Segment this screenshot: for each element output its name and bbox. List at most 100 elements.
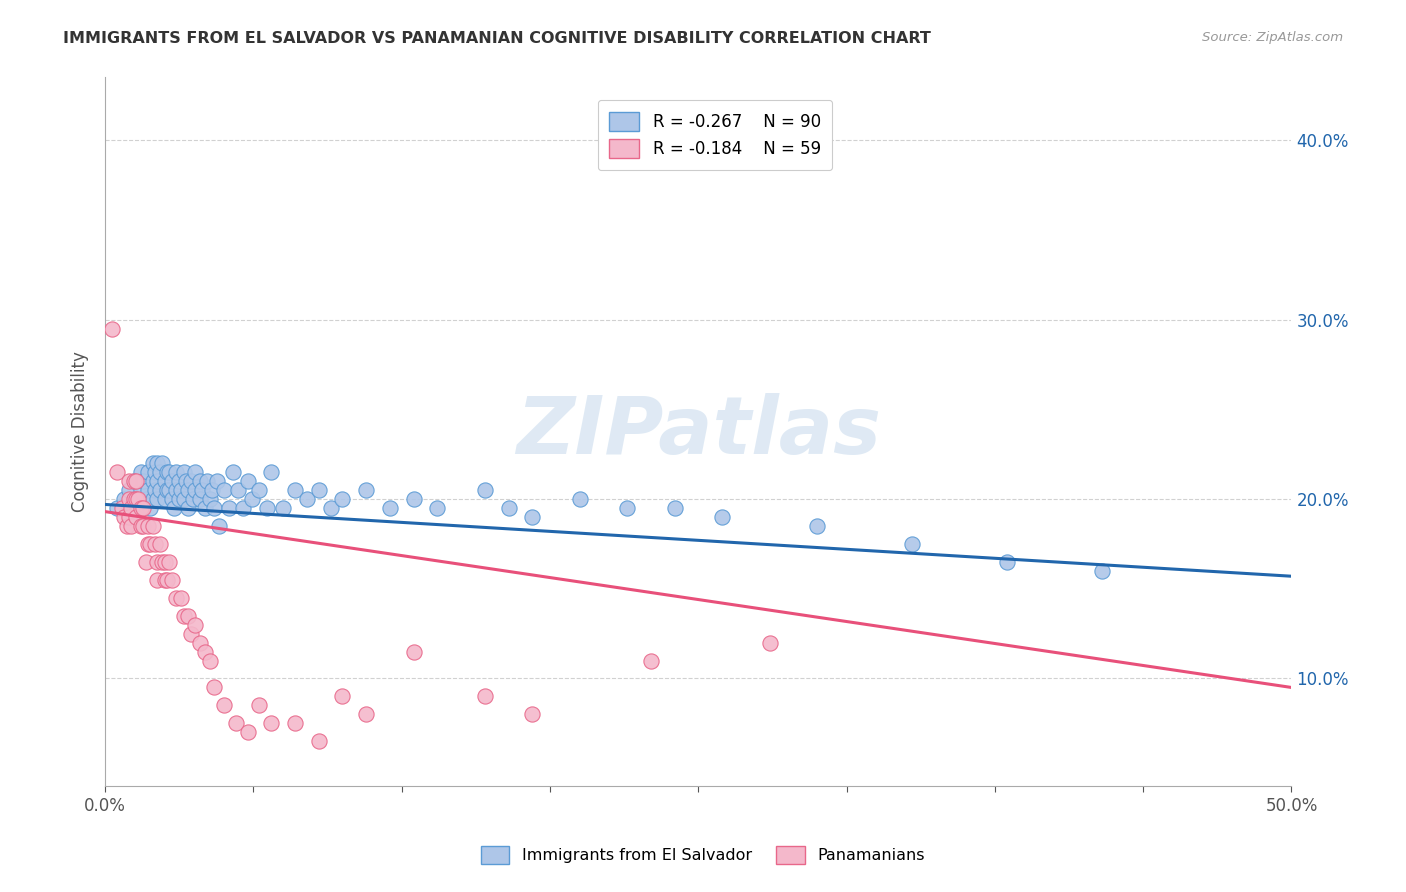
- Point: [173, 491, 195, 506]
- Point: [136, 483, 159, 497]
- Text: IMMIGRANTS FROM EL SALVADOR VS PANAMANIAN COGNITIVE DISABILITY CORRELATION CHART: IMMIGRANTS FROM EL SALVADOR VS PANAMANIA…: [63, 31, 931, 46]
- Point: [156, 465, 179, 479]
- Point: [174, 474, 197, 488]
- Point: [222, 465, 245, 479]
- Point: [136, 519, 159, 533]
- Point: [146, 456, 169, 470]
- Point: [640, 654, 662, 668]
- Point: [118, 501, 141, 516]
- Legend: Immigrants from El Salvador, Panamanians: Immigrants from El Salvador, Panamanians: [474, 839, 932, 871]
- Point: [125, 491, 148, 506]
- Point: [156, 483, 179, 497]
- Point: [249, 483, 271, 497]
- Point: [1091, 564, 1114, 578]
- Point: [232, 501, 254, 516]
- Point: [173, 608, 195, 623]
- Point: [308, 734, 330, 748]
- Point: [218, 501, 240, 516]
- Point: [319, 501, 342, 516]
- Point: [188, 491, 211, 506]
- Point: [474, 483, 496, 497]
- Point: [132, 519, 155, 533]
- Point: [256, 501, 278, 516]
- Point: [163, 501, 186, 516]
- Point: [149, 465, 172, 479]
- Point: [150, 555, 173, 569]
- Point: [149, 537, 172, 551]
- Point: [120, 519, 142, 533]
- Point: [212, 483, 235, 497]
- Point: [711, 510, 734, 524]
- Point: [402, 491, 425, 506]
- Point: [354, 707, 377, 722]
- Point: [332, 491, 354, 506]
- Point: [120, 501, 142, 516]
- Point: [498, 501, 520, 516]
- Point: [191, 483, 214, 497]
- Point: [426, 501, 449, 516]
- Point: [332, 690, 354, 704]
- Point: [125, 510, 148, 524]
- Point: [160, 573, 183, 587]
- Point: [226, 483, 249, 497]
- Point: [236, 474, 259, 488]
- Point: [153, 474, 176, 488]
- Point: [153, 555, 176, 569]
- Point: [202, 501, 225, 516]
- Point: [125, 474, 148, 488]
- Point: [129, 519, 152, 533]
- Point: [271, 501, 294, 516]
- Point: [143, 537, 166, 551]
- Point: [157, 555, 180, 569]
- Point: [129, 483, 152, 497]
- Point: [142, 456, 165, 470]
- Point: [208, 519, 231, 533]
- Point: [115, 519, 138, 533]
- Point: [212, 698, 235, 713]
- Point: [177, 501, 200, 516]
- Point: [202, 681, 225, 695]
- Point: [184, 483, 207, 497]
- Point: [129, 501, 152, 516]
- Point: [260, 465, 283, 479]
- Point: [184, 465, 207, 479]
- Point: [240, 491, 263, 506]
- Point: [170, 483, 193, 497]
- Point: [198, 491, 221, 506]
- Point: [173, 465, 195, 479]
- Point: [160, 474, 183, 488]
- Point: [295, 491, 318, 506]
- Point: [378, 501, 401, 516]
- Point: [136, 465, 159, 479]
- Point: [127, 491, 149, 506]
- Point: [142, 474, 165, 488]
- Point: [129, 501, 152, 516]
- Point: [142, 519, 165, 533]
- Point: [284, 716, 307, 731]
- Point: [156, 573, 179, 587]
- Point: [122, 474, 145, 488]
- Point: [177, 608, 200, 623]
- Point: [153, 573, 176, 587]
- Point: [139, 501, 162, 516]
- Point: [249, 698, 271, 713]
- Point: [105, 465, 128, 479]
- Point: [122, 491, 145, 506]
- Point: [225, 716, 247, 731]
- Point: [122, 474, 145, 488]
- Point: [181, 491, 204, 506]
- Point: [125, 491, 148, 506]
- Point: [146, 573, 169, 587]
- Point: [136, 537, 159, 551]
- Point: [127, 501, 149, 516]
- Point: [167, 474, 190, 488]
- Point: [146, 474, 169, 488]
- Point: [664, 501, 686, 516]
- Point: [118, 510, 141, 524]
- Point: [132, 474, 155, 488]
- Point: [149, 483, 172, 497]
- Point: [157, 465, 180, 479]
- Text: ZIPatlas: ZIPatlas: [516, 392, 880, 471]
- Point: [142, 491, 165, 506]
- Point: [146, 491, 169, 506]
